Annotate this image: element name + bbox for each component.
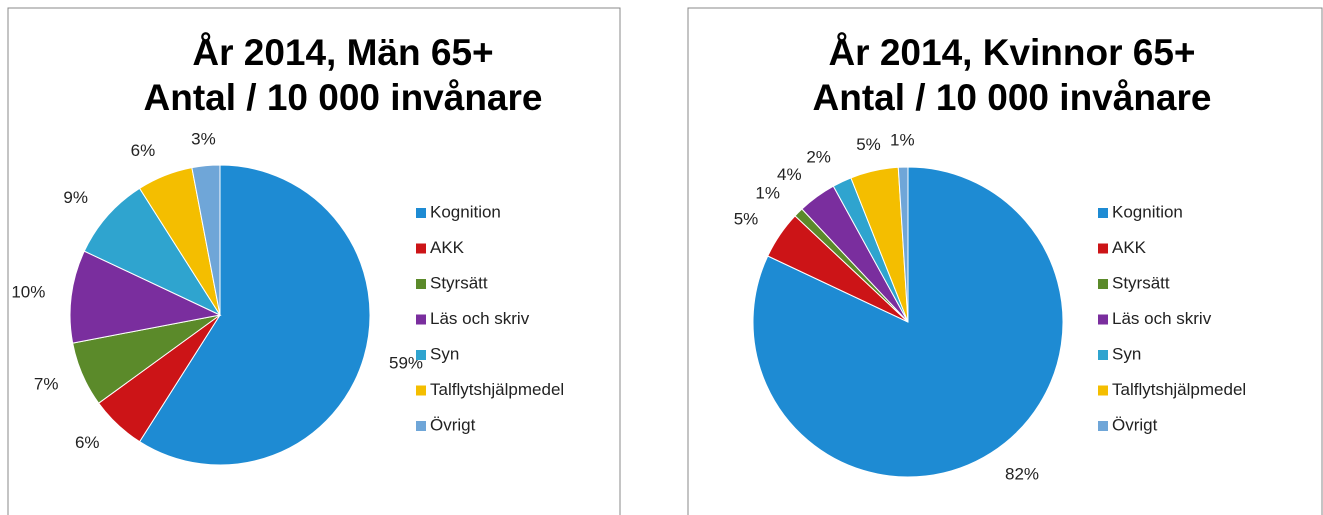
- legend-label: Kognition: [430, 202, 501, 221]
- data-label: 82%: [1005, 464, 1039, 483]
- data-label: 2%: [806, 148, 831, 167]
- legend-swatch: [416, 208, 426, 218]
- legend-label: Talflytshjälpmedel: [430, 380, 564, 399]
- data-label: 3%: [191, 129, 216, 148]
- legend-label: Syn: [430, 344, 459, 363]
- data-label: 9%: [63, 188, 88, 207]
- legend-label: Kognition: [1112, 202, 1183, 221]
- legend-label: Syn: [1112, 344, 1141, 363]
- legend-swatch: [416, 385, 426, 396]
- legend-label: AKK: [430, 238, 465, 257]
- pie-slice: [69, 250, 222, 344]
- data-label: 59%: [389, 354, 423, 373]
- chart-subtitle: Antal / 10 000 invånare: [813, 77, 1212, 118]
- data-label: 4%: [777, 165, 802, 184]
- legend-label: Övrigt: [1112, 415, 1158, 434]
- legend-label: AKK: [1112, 238, 1147, 257]
- data-label: 6%: [131, 141, 156, 160]
- legend-swatch: [416, 421, 426, 431]
- legend-swatch: [416, 279, 426, 289]
- legend-swatch: [1098, 314, 1108, 325]
- chart-title: År 2014, Män 65+: [192, 32, 493, 73]
- data-label: 5%: [734, 210, 759, 229]
- data-label: 1%: [890, 131, 915, 150]
- pie-slice: [191, 164, 221, 316]
- data-label: 5%: [856, 135, 881, 154]
- legend-label: Styrsätt: [1112, 273, 1170, 292]
- data-label: 7%: [34, 374, 59, 393]
- legend-swatch: [1098, 421, 1108, 431]
- data-label: 6%: [75, 433, 100, 452]
- legend-label: Styrsätt: [430, 273, 488, 292]
- legend-swatch: [1098, 385, 1108, 396]
- legend-swatch: [1098, 279, 1108, 289]
- chart-subtitle: Antal / 10 000 invånare: [144, 77, 543, 118]
- data-label: 10%: [11, 282, 45, 301]
- legend-swatch: [416, 350, 426, 360]
- pie-slice: [138, 164, 371, 466]
- legend-label: Övrigt: [430, 415, 476, 434]
- data-label: 1%: [755, 183, 780, 202]
- legend-label: Talflytshjälpmedel: [1112, 380, 1246, 399]
- legend-swatch: [1098, 350, 1108, 360]
- pie-slice: [897, 166, 909, 323]
- legend-label: Läs och skriv: [430, 309, 530, 328]
- legend-swatch: [1098, 243, 1108, 254]
- legend-swatch: [416, 314, 426, 325]
- legend-swatch: [1098, 208, 1108, 218]
- legend-swatch: [416, 243, 426, 254]
- chart-title: År 2014, Kvinnor 65+: [828, 32, 1195, 73]
- pie-slice: [83, 187, 222, 317]
- legend-label: Läs och skriv: [1112, 309, 1212, 328]
